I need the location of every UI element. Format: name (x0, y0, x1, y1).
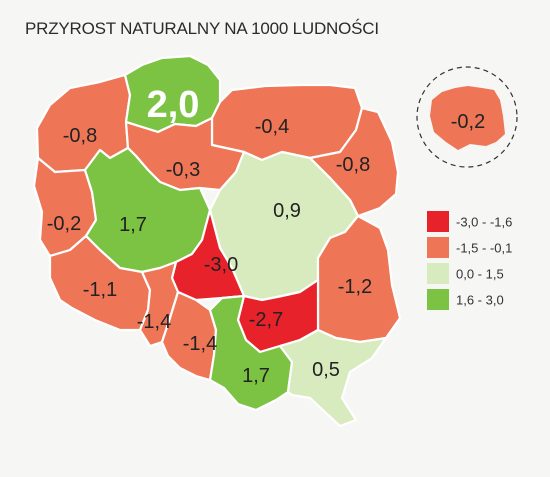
inset-dashed-circle (416, 66, 518, 168)
region-label-wielkopolskie: 1,7 (119, 214, 147, 236)
region-label-pomorskie: 2,0 (147, 84, 200, 126)
region-label-lubuskie: -0,2 (47, 213, 81, 235)
legend-swatch-3 (427, 263, 449, 284)
region-label-lubelskie: -1,2 (338, 276, 372, 298)
legend-label-3: 0,0 - 1,5 (456, 267, 504, 282)
legend-label-1: -3,0 - -1,6 (456, 215, 512, 230)
region-label-podkarpackie: 0,5 (312, 359, 340, 381)
region-label-swietokrzyskie: -2,7 (249, 309, 283, 331)
region-podkarpackie (278, 328, 388, 428)
legend-swatch-1 (427, 211, 449, 232)
region-label-mazowieckie: 0,9 (273, 200, 301, 222)
inset-value: -0,2 (451, 111, 485, 133)
region-label-slaskie: -1,4 (183, 333, 217, 355)
poland-total-inset: -0,2 (416, 66, 518, 168)
region-label-zachodniopomorskie: -0,8 (63, 125, 97, 147)
inset-poland-shape (430, 86, 505, 150)
region-slaskie (160, 290, 218, 382)
region-label-malopolskie: 1,7 (242, 365, 270, 387)
region-label-podlaskie: -0,8 (336, 154, 370, 176)
map-title: PRZYROST NATURALNY NA 1000 LUDNOŚCI (25, 19, 379, 38)
region-label-warminsko-mazurskie: -0,4 (255, 116, 289, 138)
legend: -3,0 - -1,6 -1,5 - -0,1 0,0 - 1,5 1,6 - … (427, 211, 512, 310)
region-label-kujawsko-pomorskie: -0,3 (166, 159, 200, 181)
legend-swatch-2 (427, 237, 449, 258)
region-label-lodzkie: -3,0 (204, 254, 238, 276)
region-label-opolskie: -1,4 (137, 311, 171, 333)
region-label-dolnoslaskie: -1,1 (83, 279, 117, 301)
legend-label-4: 1,6 - 3,0 (456, 293, 504, 308)
legend-swatch-4 (427, 289, 449, 310)
legend-label-2: -1,5 - -0,1 (456, 241, 512, 256)
